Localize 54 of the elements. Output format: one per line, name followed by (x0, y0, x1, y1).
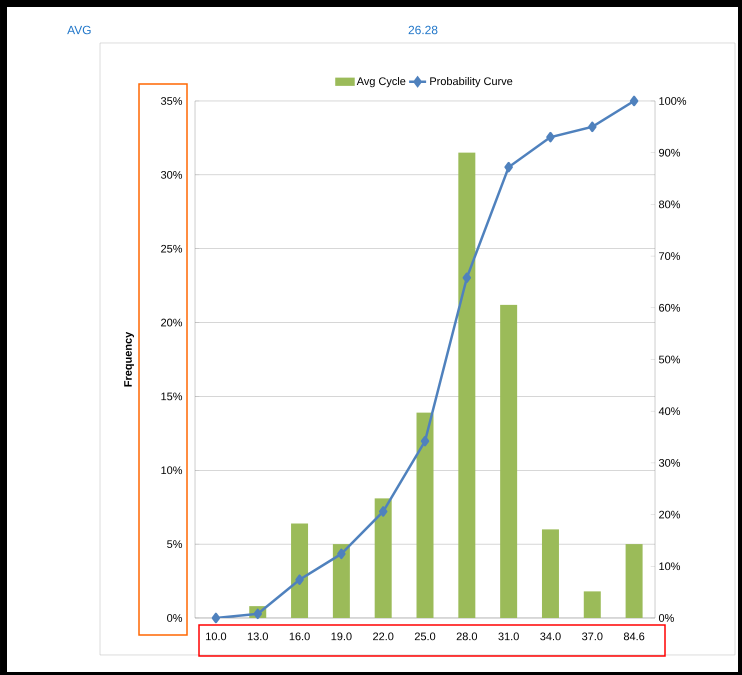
y2-tick-label: 60% (659, 304, 680, 312)
x-tick-label: 37.0 (582, 632, 603, 640)
point (378, 506, 388, 517)
point (546, 132, 555, 142)
x-tick-label: 84.6 (624, 632, 644, 640)
x-tick-label: 19.0 (332, 632, 352, 640)
bar (626, 544, 643, 618)
bar (416, 412, 434, 618)
point (462, 272, 472, 284)
y2-tick-label: 30% (658, 459, 680, 467)
x-tick-label: 13.0 (248, 632, 268, 640)
y2-tick-label: 40% (658, 407, 680, 416)
x-tick-label: 10.0 (206, 632, 226, 640)
text: 26.28 (408, 26, 438, 34)
y2-tick-label: 90% (659, 148, 680, 157)
y-tick-label: 15% (161, 392, 182, 400)
bar (374, 498, 392, 618)
y2-tick-label: 80% (659, 200, 680, 208)
point (295, 574, 304, 585)
legend-label: Probability Curve (430, 77, 512, 88)
y2-tick-label: 100% (659, 97, 686, 105)
bar (584, 591, 601, 618)
y2-tick-label: 20% (659, 510, 680, 518)
y2-tick-label: 50% (658, 356, 680, 364)
point (588, 122, 597, 132)
y-tick-label: 30% (160, 170, 182, 179)
bar (332, 544, 350, 618)
point (212, 612, 220, 624)
y2-tick-label: 70% (659, 252, 680, 260)
legend-label: Avg Cycle (356, 77, 406, 88)
y2-tick-label: 10% (659, 562, 680, 570)
y2-tick-label: 0% (658, 614, 674, 622)
point (420, 436, 430, 446)
x-tick-label: 34.0 (540, 632, 561, 640)
x-tick-label: 25.0 (414, 632, 436, 640)
x-tick-label: 16.0 (290, 632, 310, 640)
x-tick-label: 28.0 (456, 632, 478, 640)
y-axis-title: Frequency (124, 332, 134, 386)
y-tick-label: 0% (167, 614, 182, 622)
y-tick-label: 20% (161, 318, 182, 326)
y-tick-label: 10% (161, 466, 182, 474)
x-tick-label: 22.0 (373, 632, 394, 640)
point (504, 162, 513, 172)
point (337, 548, 346, 560)
y-tick-label: 35% (160, 97, 182, 105)
bar (458, 152, 476, 618)
y-tick-label: 25% (161, 244, 182, 253)
x-tick-label: 31.0 (498, 632, 519, 640)
bar (291, 523, 308, 618)
y-tick-label: 5% (167, 540, 182, 548)
bar (500, 304, 518, 618)
bar (542, 529, 559, 618)
point (630, 96, 638, 106)
text: AVG (67, 26, 91, 34)
